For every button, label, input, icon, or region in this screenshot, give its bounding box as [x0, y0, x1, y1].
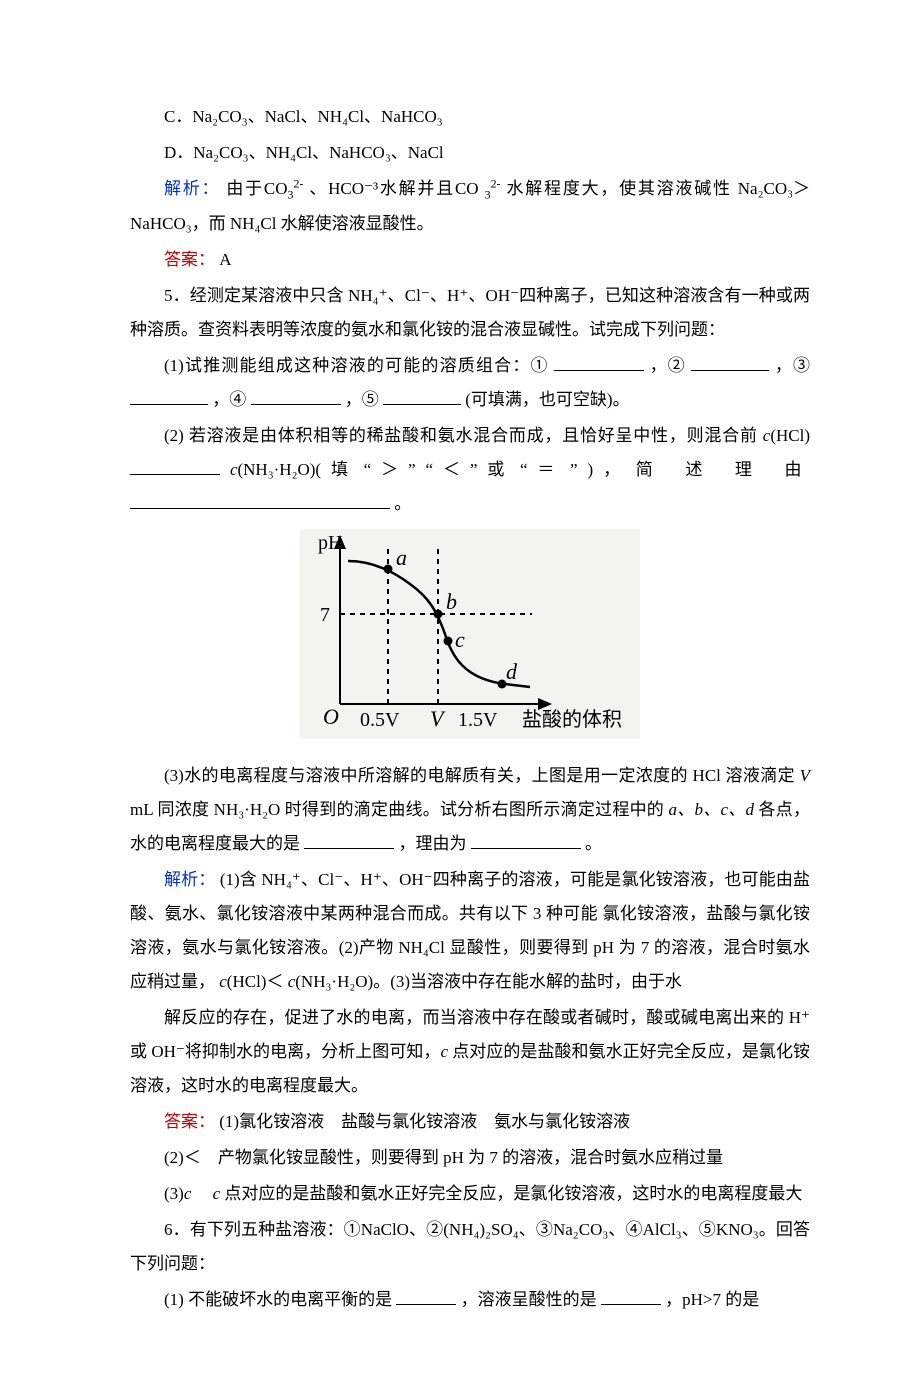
blank-reason [130, 492, 390, 509]
answer-label: 答案： [164, 250, 215, 269]
q6-part1: (1) 不能破坏水的电离平衡的是 ，溶液呈酸性的是 ，pH>7 的是 [130, 1283, 810, 1317]
svg-text:0.5V: 0.5V [360, 709, 400, 731]
analysis-4: 解析： 由于CO32- 、HCO⁻³水解并且CO 32- 水解程度大，使其溶液碱… [130, 172, 810, 241]
svg-text:d: d [506, 659, 518, 684]
q5-part2: (2) 若溶液是由体积相等的稀盐酸和氨水混合而成，且恰好呈中性，则混合前 c(H… [130, 419, 810, 521]
analysis-label: 解析： [164, 870, 215, 889]
answer-label: 答案： [164, 1112, 215, 1131]
svg-text:盐酸的体积: 盐酸的体积 [522, 708, 622, 731]
blank-cmp [130, 458, 220, 475]
blank-q6b [601, 1288, 661, 1305]
blank-2 [691, 354, 769, 371]
q5-part1: (1)试推测能组成这种溶液的可能的溶质组合：① ，② ，③ ，④ ，⑤ (可填满… [130, 349, 810, 417]
q5-part3: (3)水的电离程度与溶液中所溶解的电解质有关，上图是用一定浓度的 HCl 溶液滴… [130, 759, 810, 861]
blank-why [471, 832, 581, 849]
answer-5-2: (2)＜ 产物氯化铵显酸性，则要得到 pH 为 7 的溶液，混合时氨水应稍过量 [130, 1141, 810, 1175]
blank-3 [130, 388, 208, 405]
answer-5-3: (3)c c 点对应的是盐酸和氨水正好完全反应，是氯化铵溶液，这时水的电离程度最… [130, 1177, 810, 1211]
blank-4 [251, 388, 341, 405]
q6-intro: 6．有下列五种盐溶液：①NaClO、②(NH₄)₂SO₄、③Na₂CO₃、④Al… [130, 1213, 810, 1281]
svg-text:7: 7 [320, 604, 330, 626]
analysis-5b: 解反应的存在，促进了水的电离，而当溶液中存在酸或者碱时，酸或碱电离出来的 H⁺或… [130, 1001, 810, 1103]
q5-intro: 5．经测定某溶液中只含 NH₄⁺、Cl⁻、H⁺、OH⁻四种离子，已知这种溶液含有… [130, 279, 810, 347]
option-d: D．Na₂CO₃、NH₄Cl、NaHCO₃、NaCl [130, 136, 810, 170]
blank-1 [554, 354, 644, 371]
svg-text:b: b [446, 589, 457, 614]
svg-text:c: c [455, 627, 465, 652]
analysis-label: 解析： [164, 179, 220, 198]
blank-point [304, 832, 394, 849]
answer-5-1: 答案： (1)氯化铵溶液 盐酸与氯化铵溶液 氨水与氯化铵溶液 [130, 1105, 810, 1139]
svg-text:1.5V: 1.5V [458, 709, 498, 731]
blank-q6a [396, 1288, 456, 1305]
answer-4: 答案： A [130, 243, 810, 277]
blank-5 [383, 388, 461, 405]
svg-text:pH: pH [318, 532, 342, 554]
svg-text:a: a [396, 545, 407, 570]
answer-value: A [219, 250, 231, 269]
analysis-5: 解析： (1)含 NH₄⁺、Cl⁻、H⁺、OH⁻四种离子的溶液，可能是氯化铵溶液… [130, 863, 810, 999]
option-c: C．Na₂CO₃、NaCl、NH₄Cl、NaHCO₃ [130, 100, 810, 134]
svg-text:O: O [323, 704, 339, 729]
titration-chart: pH 7 O 0.5V V 1.5V 盐酸的体积 a b c d [130, 529, 810, 751]
